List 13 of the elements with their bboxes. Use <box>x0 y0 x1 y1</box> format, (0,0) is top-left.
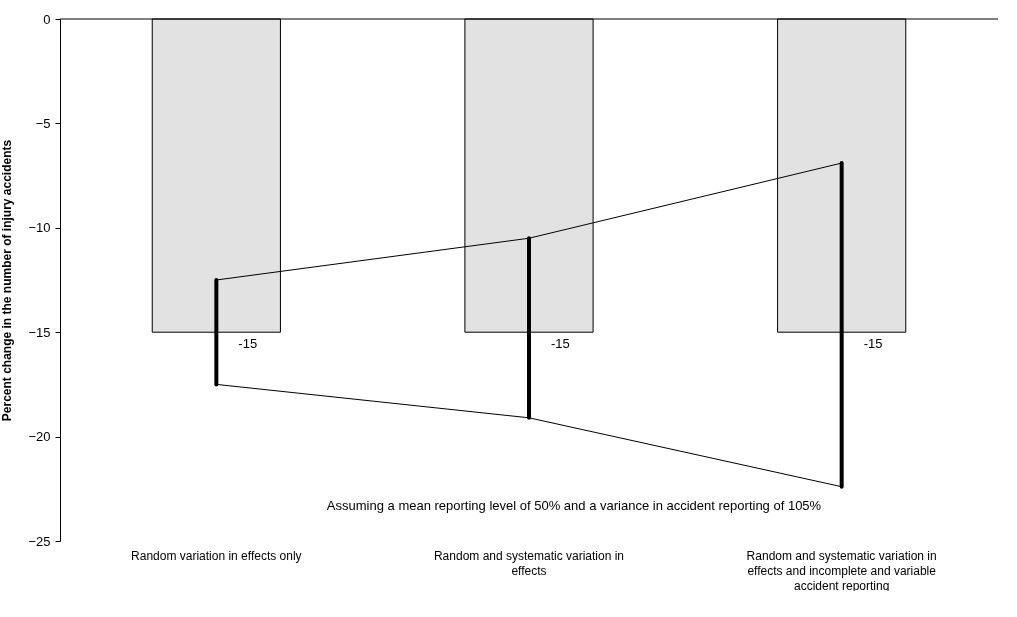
annotation: Assuming a mean reporting level of 50% and a variance in accident reporting of 105% <box>326 498 822 513</box>
y-tick-label: −15 <box>28 324 51 340</box>
y-tick-label: −25 <box>28 533 51 549</box>
y-axis-title: Percent change in the number of injury accidents <box>0 139 15 422</box>
y-tick-label: −10 <box>28 220 51 236</box>
y-tick-label: −5 <box>35 115 51 131</box>
data-label: -15 <box>551 336 570 352</box>
y-tick-label: 0 <box>43 11 51 27</box>
data-label: -15 <box>238 336 258 352</box>
x-tick-label: Random variation in effects only <box>131 548 302 563</box>
x-tick-label: Random and systematic variation in effects <box>433 548 625 578</box>
data-label: -15 <box>863 336 883 352</box>
y-tick-label: −20 <box>28 429 51 445</box>
